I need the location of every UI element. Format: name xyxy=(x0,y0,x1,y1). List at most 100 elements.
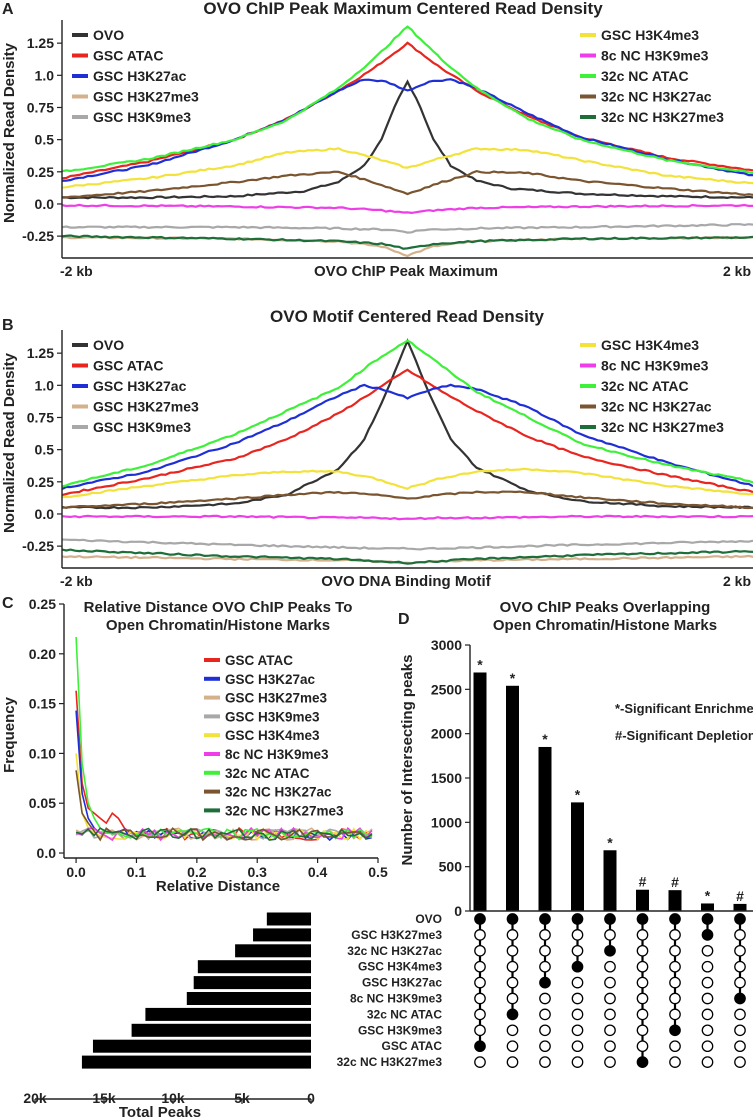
d-matrix-dot-empty xyxy=(539,992,551,1005)
d-matrix-dot-empty xyxy=(636,929,649,941)
d-matrix-dot-filled xyxy=(571,960,584,973)
d-matrix-dot-filled xyxy=(539,976,551,989)
d-matrix-dot-empty xyxy=(734,976,746,989)
d-ytick-label: 3000 xyxy=(431,637,462,653)
d-matrix-dot-empty xyxy=(539,960,551,973)
panel-c: C Relative Distance OVO ChIP Peaks To Op… xyxy=(1,595,388,895)
a-legend-label-gsc-h3k27ac: GSC H3K27ac xyxy=(93,68,187,84)
b-line-gsc-h3k9me3 xyxy=(61,538,753,551)
d-set-label: GSC H3K27me3 xyxy=(351,928,442,942)
d-set-bar xyxy=(145,1007,311,1021)
b-legend-label-gsc-h3k27ac: GSC H3K27ac xyxy=(93,378,187,394)
panel-a-legend: OVO GSC ATAC GSC H3K27ac GSC H3K27me3 GSC H3… xyxy=(72,27,724,125)
a-line-gsc-h3k27ac xyxy=(61,78,753,182)
d-matrix-dot-empty xyxy=(701,976,714,989)
panel-b-letter: B xyxy=(2,317,14,334)
panel-a: A OVO ChIP Peak Maximum Centered Read De… xyxy=(1,0,753,280)
b-ytick-label: 0.5 xyxy=(35,442,55,458)
d-set-bar xyxy=(253,928,311,942)
d-bar-mark: * xyxy=(607,834,613,850)
b-line-32c-nc-h3k27me3 xyxy=(61,548,753,565)
d-matrix-dot-empty xyxy=(571,1056,584,1068)
d-set-bar xyxy=(131,1023,311,1037)
b-line-gsc-h3k4me3 xyxy=(62,467,753,499)
b-line-8c-nc-h3k9me3 xyxy=(61,514,753,521)
d-matrix-dot-empty xyxy=(669,992,681,1005)
c-legend-label-gsc-atac: GSC ATAC xyxy=(225,653,293,668)
d-bar-mark: # xyxy=(639,874,647,890)
panel-b-ylabel: Normalized Read Density xyxy=(1,352,18,533)
d-matrix-dot-empty xyxy=(701,1008,714,1021)
c-legend-label-gsc-h3k27ac: GSC H3K27ac xyxy=(225,672,316,687)
b-line-32c-nc-h3k27ac xyxy=(61,490,753,510)
d-matrix-dot-empty xyxy=(571,1040,584,1053)
c-legend-label-32c-nc-h3k27me3: 32c NC H3K27me3 xyxy=(225,803,344,818)
b-legend-label-ovo: OVO xyxy=(93,337,124,353)
d-matrix-dot-empty xyxy=(506,1056,519,1068)
c-xtick-label: 0.5 xyxy=(368,864,388,880)
c-xtick-label: 0.2 xyxy=(187,864,207,880)
panel-c-title-line1: Relative Distance OVO ChIP Peaks To xyxy=(84,599,353,616)
panel-b-xlabel: OVO DNA Binding Motif xyxy=(321,573,491,590)
d-matrix-dot-empty xyxy=(604,929,616,941)
d-matrix-dot-filled xyxy=(604,913,616,925)
c-line-32c-nc-h3k27me3 xyxy=(75,827,373,841)
d-bar-mark: * xyxy=(510,670,516,686)
d-matrix-dot-empty xyxy=(734,1040,746,1053)
d-bar xyxy=(603,850,617,911)
d-matrix-dot-empty xyxy=(539,1056,551,1068)
d-matrix-dot-empty xyxy=(669,1040,681,1053)
panel-d-yticks: 0 500 1000 1500 2000 2500 3000 xyxy=(431,637,470,919)
d-matrix-dot-empty xyxy=(669,976,681,989)
d-bar-mark: * xyxy=(542,731,548,747)
a-legend-label-gsc-h3k4me3: GSC H3K4me3 xyxy=(601,27,699,43)
d-matrix-dot-empty xyxy=(474,960,486,973)
d-ytick-label: 1500 xyxy=(431,770,462,786)
panel-a-xtick-left: -2 kb xyxy=(60,263,93,279)
panel-d-set-ticks: 20k 15k 10k 5k 0 xyxy=(23,1090,315,1106)
d-bar xyxy=(701,903,714,911)
d-bar xyxy=(571,802,584,911)
d-matrix-dot-empty xyxy=(604,960,616,973)
c-ytick-label: 0.25 xyxy=(29,596,56,612)
d-ytick-label: 500 xyxy=(439,859,463,875)
panel-d-ylabel: Number of Intersecting peaks xyxy=(399,655,416,866)
d-matrix-dot-empty xyxy=(539,1008,551,1021)
b-line-gsc-h3k27me3 xyxy=(61,554,753,565)
d-matrix-dot-filled xyxy=(506,913,519,925)
d-matrix-dot-empty xyxy=(474,929,486,941)
panel-d-note-enrichment: *-Significant Enrichment xyxy=(615,701,753,716)
d-matrix-dot-empty xyxy=(571,1024,584,1037)
a-line-gsc-atac xyxy=(61,41,753,180)
d-bar-mark: * xyxy=(575,786,581,802)
d-matrix-dot-empty xyxy=(506,1040,519,1053)
panel-d-bars: * * * * * # # * # xyxy=(473,656,747,911)
d-matrix-dot-filled xyxy=(636,1056,649,1068)
d-set-tick-label: 10k xyxy=(161,1090,185,1106)
d-bar xyxy=(668,890,682,911)
c-xtick-label: 0.4 xyxy=(308,864,328,880)
d-ytick-label: 1000 xyxy=(431,814,462,830)
a-ytick-label: 0.75 xyxy=(27,99,54,115)
d-set-bar xyxy=(81,1055,311,1069)
d-set-label: GSC ATAC xyxy=(382,1039,443,1053)
panel-b-legend: OVO GSC ATAC GSC H3K27ac GSC H3K27me3 GSC H3… xyxy=(72,337,724,435)
d-matrix-dot-filled xyxy=(701,913,714,925)
d-set-label: 32c NC H3K27ac xyxy=(347,944,442,958)
d-matrix-dot-empty xyxy=(734,960,746,973)
c-ytick-label: 0.10 xyxy=(29,745,56,761)
panel-c-lines xyxy=(75,636,373,842)
d-matrix-dot-empty xyxy=(571,929,584,941)
d-matrix-dot-empty xyxy=(734,1024,746,1037)
d-ytick-label: 0 xyxy=(454,903,462,919)
d-set-tick-label: 0 xyxy=(307,1090,315,1106)
b-legend-label-32c-nc-atac: 32c NC ATAC xyxy=(601,378,689,394)
c-xtick-label: 0.1 xyxy=(127,864,147,880)
d-matrix-dot-filled xyxy=(539,913,551,925)
panel-c-title-line2: Open Chromatin/Histone Marks xyxy=(106,617,330,634)
c-legend-label-gsc-h3k9me3: GSC H3K9me3 xyxy=(225,709,320,724)
a-legend-label-ovo: OVO xyxy=(93,27,124,43)
d-matrix-dot-filled xyxy=(506,1008,519,1021)
d-set-tick-label: 15k xyxy=(92,1090,116,1106)
d-matrix-dot-empty xyxy=(636,1024,649,1037)
